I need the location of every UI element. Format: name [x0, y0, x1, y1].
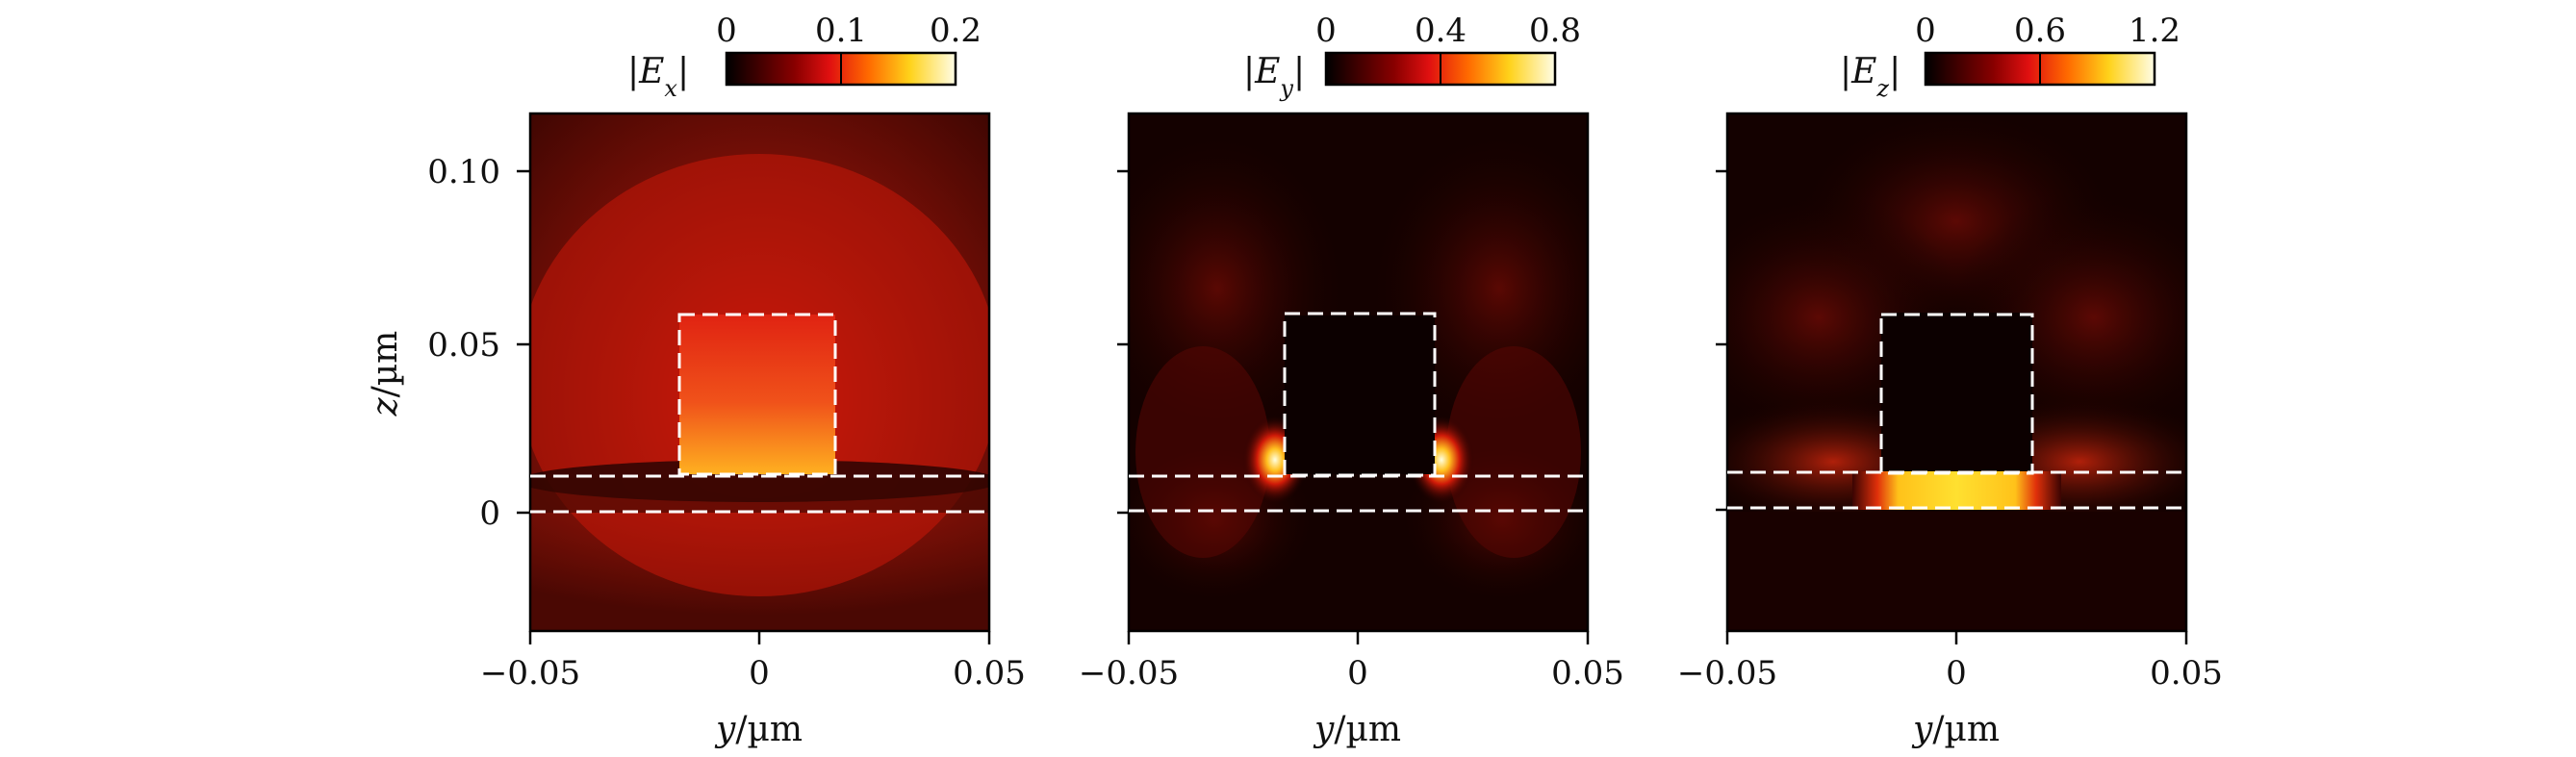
y-axis-label: z/µm [366, 331, 405, 417]
y-axis-label-var: z [366, 396, 405, 416]
y-tick-label: 0 [479, 494, 500, 533]
colorbar-tick-label: 0 [1915, 12, 1936, 50]
x-axis-label-var: y [1313, 710, 1335, 749]
x-axis-label: y/µm [714, 710, 803, 749]
colorbar-symbol: E [638, 52, 664, 91]
x-axis-label: y/µm [1911, 710, 2000, 749]
colorbar-symbol: E [1254, 52, 1280, 91]
panel-ez: |Ez| 0 0.6 1.2 [1677, 12, 2223, 749]
x-axis-label-var: y [1911, 710, 1933, 749]
colorbar-subscript: y [1279, 75, 1293, 102]
x-tick-label: 0 [1347, 654, 1368, 693]
x-tick-label: 0 [1946, 654, 1967, 693]
colorbar-subscript: x [664, 75, 677, 102]
x-axis-label-unit: /µm [1932, 710, 2000, 749]
structure-outline-ex [530, 313, 989, 514]
colorbar-ey: |Ey| 0 0.4 0.8 [1243, 12, 1581, 102]
panel-ex: |Ex| 0 0.1 0.2 [366, 12, 1026, 749]
x-tick-label: 0.05 [953, 654, 1026, 693]
block-outline [1879, 313, 2034, 475]
structure-outline-ez [1727, 313, 2186, 510]
colorbar-tick-label: 0.2 [930, 12, 982, 50]
colorbar-label-ez: |Ez| [1840, 52, 1900, 102]
colorbar-symbol: E [1850, 52, 1876, 91]
x-tick-label: 0.05 [1551, 654, 1624, 693]
heatmap-ey [1127, 112, 1590, 633]
colorbar-tick-label: 0.4 [1415, 12, 1467, 50]
block-outline [677, 313, 837, 476]
colorbar-tick-label: 1.2 [2129, 12, 2181, 50]
x-tick-label: −0.05 [480, 654, 580, 693]
colorbar-tick-label: 0 [1315, 12, 1337, 50]
heatmap-ex [528, 112, 991, 633]
x-tick-label: 0.05 [2150, 654, 2223, 693]
y-tick-label: 0.05 [427, 326, 500, 365]
colorbar-tick-label: 0.6 [2014, 12, 2066, 50]
colorbar-label-ex: |Ex| [627, 52, 689, 102]
x-axis-label: y/µm [1313, 710, 1401, 749]
x-axis-label-var: y [714, 710, 736, 749]
y-axis-ex: 0 0.05 0.10 z/µm [366, 153, 530, 533]
block-outline [1283, 312, 1437, 477]
colorbar-ex: |Ex| 0 0.1 0.2 [627, 12, 982, 102]
panel-ey: |Ey| 0 0.4 0.8 [1079, 12, 1624, 749]
y-axis-ez [1716, 169, 1727, 512]
x-tick-label: 0 [749, 654, 770, 693]
x-tick-label: −0.05 [1677, 654, 1777, 693]
x-axis-ez: −0.05 0 0.05 y/µm [1677, 631, 2223, 749]
x-tick-label: −0.05 [1079, 654, 1179, 693]
y-tick-label: 0.10 [427, 153, 500, 191]
x-axis-ex: −0.05 0 0.05 y/µm [480, 631, 1026, 749]
y-axis-ey [1117, 169, 1129, 515]
colorbar-label-ey: |Ey| [1243, 52, 1305, 102]
heatmap-ez [1725, 112, 2188, 633]
x-axis-label-unit: /µm [735, 710, 803, 749]
x-axis-ey: −0.05 0 0.05 y/µm [1079, 631, 1624, 749]
y-axis-label-unit: /µm [366, 331, 405, 398]
colorbar-subscript: z [1875, 75, 1889, 102]
colorbar-ez: |Ez| 0 0.6 1.2 [1840, 12, 2181, 102]
colorbar-tick-label: 0.1 [815, 12, 867, 50]
colorbar-tick-label: 0 [716, 12, 737, 50]
x-axis-label-unit: /µm [1334, 710, 1401, 749]
structure-outline-ey [1129, 312, 1588, 513]
colorbar-tick-label: 0.8 [1529, 12, 1581, 50]
